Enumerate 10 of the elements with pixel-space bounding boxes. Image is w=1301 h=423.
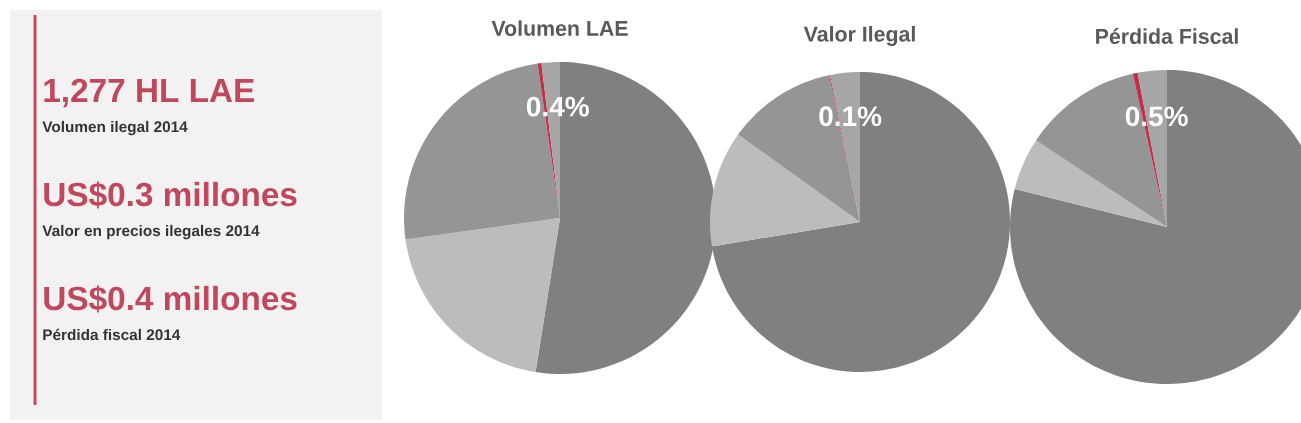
text: US$0.4 millones	[44, 285, 297, 313]
chart-title: Pérdida Fiscal	[1096, 28, 1238, 44]
text: Valor en precios ilegales 2014	[42, 224, 260, 240]
text: Pérdida fiscal 2014	[43, 328, 181, 341]
text: Volumen ilegal 2014	[42, 120, 188, 136]
text: US$0.3 millones	[44, 181, 297, 209]
chart-title: Volumen LAE	[491, 20, 628, 36]
data-label: 0.1%	[819, 106, 882, 127]
text: 1,277 HL LAE	[44, 78, 254, 108]
chart-title: Valor Ilegal	[803, 25, 915, 46]
